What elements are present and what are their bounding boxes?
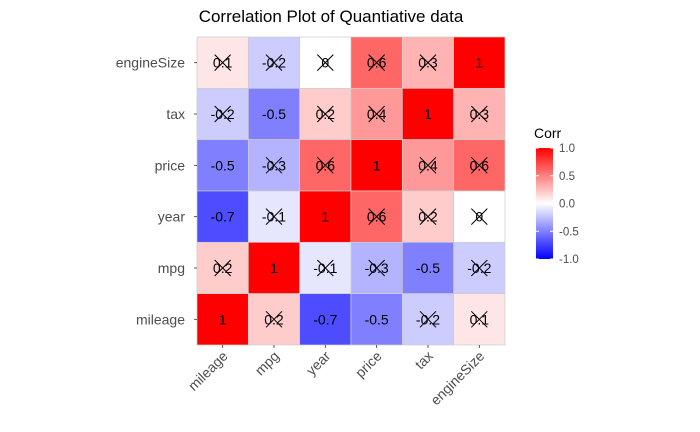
- cell-year-price-label: 0.6: [367, 209, 387, 225]
- cell-year-tax-insignificant-cross-icon: [419, 208, 437, 226]
- cell-mpg-price-label: -0.3: [365, 260, 389, 276]
- cell-year-tax-label: 0.2: [418, 209, 438, 225]
- legend-tick-label-1: 0.5: [559, 171, 575, 183]
- y-tick-label-mpg: mpg: [158, 260, 185, 276]
- cell-year-mileage-label: -0.7: [211, 209, 235, 225]
- cell-mpg-tax-label: -0.5: [416, 260, 440, 276]
- cell-mpg-mileage-insignificant-cross-icon: [214, 259, 232, 277]
- cell-tax-price-label: 0.4: [367, 106, 387, 122]
- cell-mpg-price-insignificant-cross-icon: [368, 259, 386, 277]
- cell-price-year-label: 0.6: [316, 157, 336, 173]
- cell-price-mpg-label: -0.3: [262, 157, 286, 173]
- cell-tax-enginesize-insignificant-cross-icon: [470, 105, 488, 123]
- cell-enginesize-price-label: 0.6: [367, 55, 387, 71]
- color-legend: Corr 1.0 0.5 0.0 -0.5 -1.0: [534, 125, 579, 266]
- legend-tick-label-0: 1.0: [559, 143, 575, 155]
- cell-enginesize-tax-insignificant-cross-icon: [419, 54, 437, 72]
- cell-mpg-mpg-label: 1: [270, 260, 278, 276]
- cell-mileage-tax-insignificant-cross-icon: [419, 310, 437, 328]
- x-tick-label-price: price: [352, 348, 385, 381]
- cell-price-price: [350, 139, 403, 192]
- heatmap-cells: 0.1 -0.2 0 0.6 0.3 1 -0.2 -0.5 0.2 0.4 1 0.3 -0.5 -0.…: [196, 36, 506, 346]
- cell-enginesize-mpg-label: -0.2: [262, 55, 286, 71]
- cell-tax-year-label: 0.2: [316, 106, 336, 122]
- cell-price-mileage: [196, 139, 249, 192]
- cell-mileage-mpg-insignificant-cross-icon: [265, 310, 283, 328]
- cell-price-enginesize-insignificant-cross-icon: [470, 156, 488, 174]
- cell-mileage-tax: [401, 293, 455, 346]
- y-tick-label-year: year: [158, 209, 186, 225]
- cell-tax-tax: [401, 87, 455, 141]
- chart-title: Correlation Plot of Quantiative data: [199, 7, 464, 26]
- cell-price-price-label: 1: [373, 157, 381, 173]
- x-tick-label-mileage: mileage: [185, 348, 231, 394]
- cell-mileage-price-label: -0.5: [365, 311, 389, 327]
- cell-year-mpg-insignificant-cross-icon: [265, 208, 283, 226]
- cell-tax-year-insignificant-cross-icon: [316, 105, 334, 123]
- y-tick-label-price: price: [155, 157, 186, 173]
- y-tick-label-tax: tax: [166, 106, 185, 122]
- cell-year-mileage: [196, 190, 249, 243]
- cell-mileage-price: [350, 293, 403, 346]
- x-tick-label-tax: tax: [412, 348, 437, 373]
- cell-tax-mpg-label: -0.5: [262, 106, 286, 122]
- cell-price-mileage-label: -0.5: [211, 157, 235, 173]
- legend-tick-label-3: -0.5: [559, 226, 579, 238]
- legend-tick-label-4: -1.0: [559, 254, 579, 266]
- cell-enginesize-mpg-insignificant-cross-icon: [265, 54, 283, 72]
- cell-mpg-mileage-label: 0.2: [213, 260, 233, 276]
- cell-year-price-insignificant-cross-icon: [368, 208, 386, 226]
- cell-mileage-enginesize-label: 0.1: [470, 311, 490, 327]
- y-tick-label-mileage: mileage: [136, 311, 185, 327]
- cell-enginesize-tax-label: 0.3: [418, 55, 438, 71]
- cell-price-enginesize-label: 0.6: [470, 157, 490, 173]
- cell-year-mpg-label: -0.1: [262, 209, 286, 225]
- cell-mpg-enginesize-label: -0.2: [467, 260, 491, 276]
- cell-year-year-label: 1: [321, 209, 329, 225]
- cell-price-tax-label: 0.4: [418, 157, 438, 173]
- cell-mileage-mpg-label: 0.2: [264, 311, 284, 327]
- x-tick-label-year: year: [303, 348, 334, 379]
- cell-enginesize-year-insignificant-cross-icon: [316, 54, 334, 72]
- y-tick-label-enginesize: engineSize: [116, 55, 185, 71]
- cell-price-tax-insignificant-cross-icon: [419, 156, 437, 174]
- cell-mileage-tax-label: -0.2: [416, 311, 440, 327]
- cell-year-year: [299, 190, 352, 243]
- cell-mileage-mileage-label: 1: [219, 311, 227, 327]
- cell-enginesize-enginesize-label: 1: [475, 55, 483, 71]
- cell-mpg-year-insignificant-cross-icon: [316, 259, 334, 277]
- cell-enginesize-mileage-insignificant-cross-icon: [214, 54, 232, 72]
- cell-year-enginesize-insignificant-cross-icon: [470, 208, 488, 226]
- cell-tax-price-insignificant-cross-icon: [368, 105, 386, 123]
- y-axis-labels: engineSize tax price year mpg mileage: [116, 55, 197, 327]
- cell-mileage-year-label: -0.7: [313, 311, 337, 327]
- cell-mileage-year: [299, 293, 352, 346]
- cell-enginesize-mileage-label: 0.1: [213, 55, 233, 71]
- legend-title: Corr: [534, 125, 562, 141]
- x-tick-label-mpg: mpg: [252, 348, 283, 379]
- cell-enginesize-enginesize: [453, 36, 506, 89]
- cell-mpg-tax: [401, 241, 455, 295]
- x-tick-label-enginesize: engineSize: [427, 348, 487, 408]
- cell-price-year-insignificant-cross-icon: [316, 156, 334, 174]
- cell-mpg-enginesize-insignificant-cross-icon: [470, 259, 488, 277]
- cell-tax-mileage-insignificant-cross-icon: [214, 105, 232, 123]
- cell-mileage-enginesize-insignificant-cross-icon: [470, 310, 488, 328]
- cell-enginesize-year-label: 0: [321, 55, 329, 71]
- cell-mpg-year-label: -0.1: [313, 260, 337, 276]
- cell-year-enginesize-label: 0: [475, 209, 483, 225]
- cell-enginesize-price-insignificant-cross-icon: [368, 54, 386, 72]
- legend-tick-label-2: 0.0: [559, 199, 575, 211]
- legend-colorbar: [536, 148, 553, 259]
- cell-tax-tax-label: 1: [424, 106, 432, 122]
- cell-tax-enginesize-label: 0.3: [470, 106, 490, 122]
- cell-price-mpg-insignificant-cross-icon: [265, 156, 283, 174]
- cell-tax-mileage-label: -0.2: [211, 106, 235, 122]
